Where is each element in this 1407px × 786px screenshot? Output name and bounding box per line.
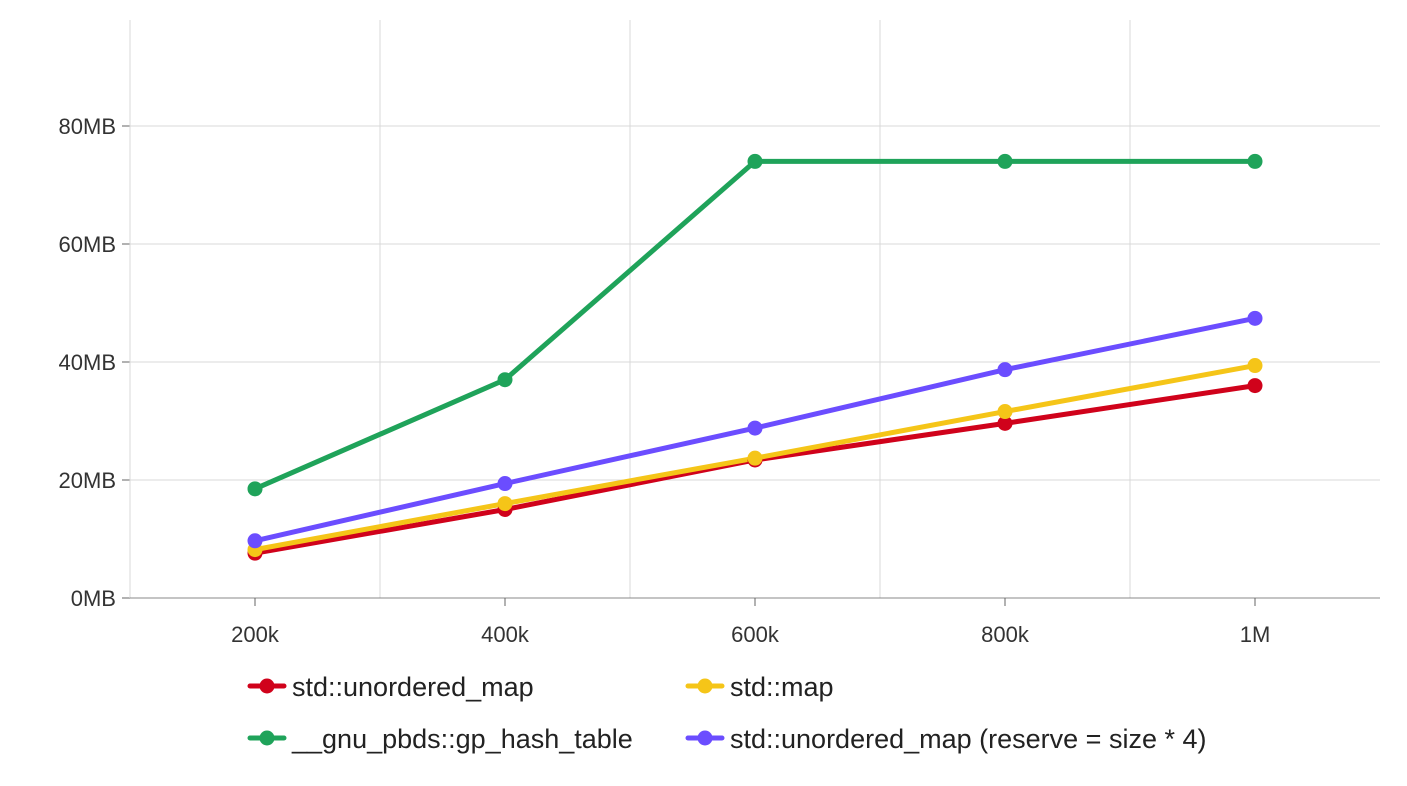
data-point[interactable] <box>247 533 263 549</box>
x-tick-label: 600k <box>731 622 780 647</box>
axes: 0MB 20MB 40MB 60MB 80MB 200k 400k 600k 800k 1M <box>59 20 1380 647</box>
data-point[interactable] <box>747 450 763 466</box>
data-point[interactable] <box>1247 310 1263 326</box>
legend-item[interactable]: std::unordered_map <box>247 672 534 702</box>
grid <box>129 20 1380 598</box>
legend-item[interactable]: std::map <box>685 672 834 702</box>
y-tick-label: 20MB <box>59 468 116 493</box>
y-tick-label: 40MB <box>59 350 116 375</box>
data-point[interactable] <box>997 404 1013 420</box>
x-tick-label: 800k <box>981 622 1030 647</box>
x-tick-label: 200k <box>231 622 280 647</box>
legend-swatch-marker <box>697 678 713 694</box>
legend-label: __gnu_pbds::gp_hash_table <box>291 724 633 754</box>
legend-label: std::unordered_map (reserve = size * 4) <box>730 724 1206 754</box>
legend-swatch-marker <box>259 730 275 746</box>
y-tick-label: 0MB <box>71 586 116 611</box>
data-point[interactable] <box>997 362 1013 378</box>
y-tick-label: 60MB <box>59 232 116 257</box>
data-point[interactable] <box>497 496 513 512</box>
legend: std::unordered_map std::map__gnu_pbds::gp… <box>247 672 1206 754</box>
legend-item[interactable]: __gnu_pbds::gp_hash_table <box>247 724 633 754</box>
legend-label: std::unordered_map <box>292 672 534 702</box>
data-point[interactable] <box>747 420 763 436</box>
data-point[interactable] <box>997 153 1013 169</box>
legend-swatch-marker <box>697 730 713 746</box>
legend-swatch-marker <box>259 678 275 694</box>
data-point[interactable] <box>1247 153 1263 169</box>
series-line-0 <box>252 383 1258 556</box>
series-line-2 <box>252 158 1258 492</box>
data-point[interactable] <box>497 476 513 492</box>
x-tick-label: 400k <box>481 622 530 647</box>
data-point[interactable] <box>997 415 1013 431</box>
data-point[interactable] <box>1247 378 1263 394</box>
data-point[interactable] <box>247 481 263 497</box>
data-point[interactable] <box>497 372 513 388</box>
data-point[interactable] <box>1247 358 1263 374</box>
series <box>247 153 1263 561</box>
legend-label: std::map <box>730 672 834 702</box>
x-tick-label: 1M <box>1240 622 1271 647</box>
data-point[interactable] <box>747 153 763 169</box>
legend-item[interactable]: std::unordered_map (reserve = size * 4) <box>685 724 1206 754</box>
y-tick-label: 80MB <box>59 114 116 139</box>
